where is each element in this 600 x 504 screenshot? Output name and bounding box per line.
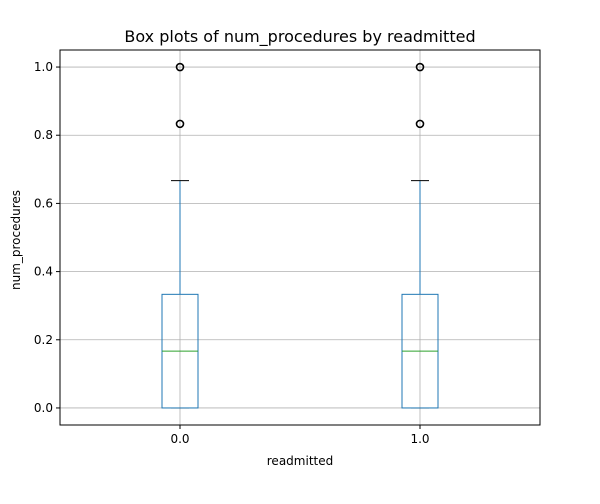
- outlier-point: [175, 119, 185, 129]
- tick-layer: 0.0 0.2 0.4 0.6 0.8 1.0 0.0 1.0: [34, 60, 430, 446]
- y-tick-label: 0.6: [34, 196, 53, 210]
- outlier-point: [415, 119, 425, 129]
- outlier-point: [175, 62, 185, 72]
- y-tick-label: 0.4: [34, 265, 53, 279]
- x-axis-label: readmitted: [267, 454, 333, 468]
- grid-layer: [60, 50, 540, 425]
- box-layer: [161, 62, 439, 409]
- chart-title: Box plots of num_procedures by readmitte…: [124, 27, 475, 47]
- plot-frame: [59, 49, 541, 426]
- y-tick-label: 0.2: [34, 333, 53, 347]
- x-tick-label: 1.0: [410, 432, 429, 446]
- x-tick-label: 0.0: [170, 432, 189, 446]
- y-axis-label: num_procedures: [9, 190, 23, 290]
- outlier-point: [415, 62, 425, 72]
- y-tick-label: 0.0: [34, 401, 53, 415]
- y-tick-label: 0.8: [34, 128, 53, 142]
- y-tick-label: 1.0: [34, 60, 53, 74]
